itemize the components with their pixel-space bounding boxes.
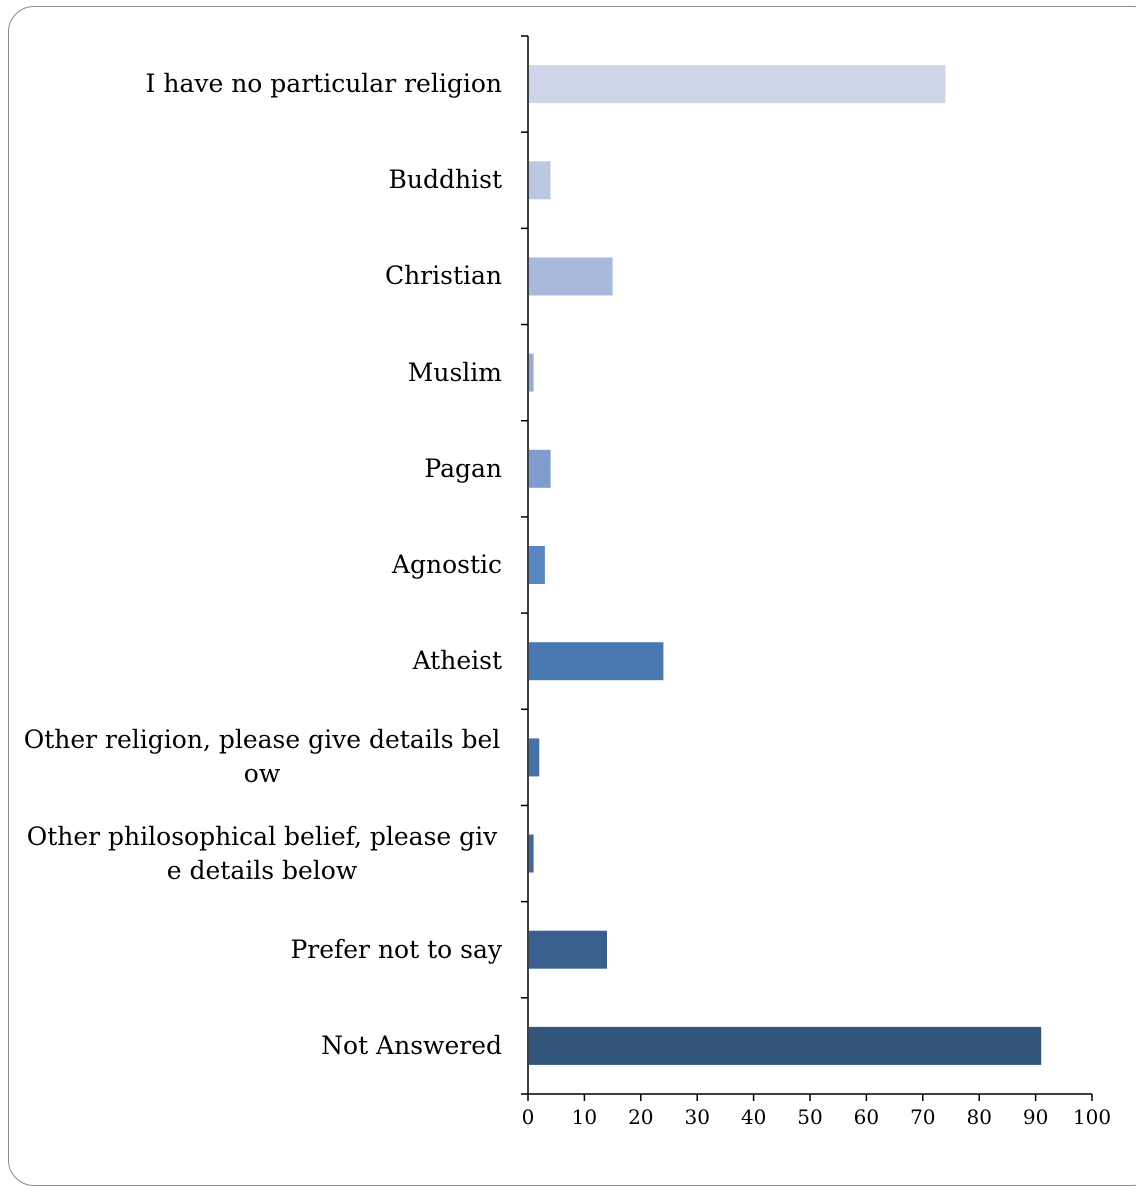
bar-8 xyxy=(529,834,534,873)
category-label-8: Other philosophical belief, please give … xyxy=(26,821,498,885)
category-label-0: I have no particular religion xyxy=(145,69,502,99)
bar-2 xyxy=(529,257,613,296)
category-label-1: Buddhist xyxy=(388,165,502,195)
x-tick-label-0: 0 xyxy=(522,1105,535,1129)
bars-group xyxy=(529,65,1042,1065)
category-label-7: Other religion, please give details belo… xyxy=(23,725,501,789)
category-label-10: Not Answered xyxy=(321,1030,502,1060)
bar-10 xyxy=(529,1026,1042,1065)
category-label-5: Agnostic xyxy=(391,550,502,579)
bar-7 xyxy=(529,738,540,777)
bar-chart: 0 10 20 30 40 50 60 70 80 90 100 xyxy=(521,35,1111,1129)
x-tick-label-2: 20 xyxy=(628,1105,653,1129)
category-label-9: Prefer not to say xyxy=(290,934,502,964)
bar-9 xyxy=(529,930,607,969)
bar-0 xyxy=(529,65,946,104)
x-tick-label-7: 70 xyxy=(910,1105,935,1129)
category-label-4: Pagan xyxy=(424,453,502,483)
category-label-2: Christian xyxy=(384,261,502,291)
x-tick-label-9: 90 xyxy=(1023,1105,1048,1129)
bar-3 xyxy=(529,353,534,392)
category-label-6: Atheist xyxy=(412,646,502,676)
axes-group: 0 10 20 30 40 50 60 70 80 90 100 xyxy=(521,35,1111,1129)
x-tick-label-10: 100 xyxy=(1073,1105,1111,1129)
x-tick-label-6: 60 xyxy=(854,1105,879,1129)
x-tick-label-1: 10 xyxy=(572,1105,597,1129)
x-tick-label-3: 30 xyxy=(684,1105,709,1129)
bar-1 xyxy=(529,161,551,200)
bar-4 xyxy=(529,449,551,488)
bar-5 xyxy=(529,546,545,584)
bar-6 xyxy=(529,642,664,681)
x-tick-label-8: 80 xyxy=(966,1105,991,1129)
chart-frame xyxy=(8,6,1136,1186)
category-label-3: Muslim xyxy=(407,357,502,387)
x-tick-label-5: 50 xyxy=(797,1105,822,1129)
x-tick-label-4: 40 xyxy=(741,1105,766,1129)
